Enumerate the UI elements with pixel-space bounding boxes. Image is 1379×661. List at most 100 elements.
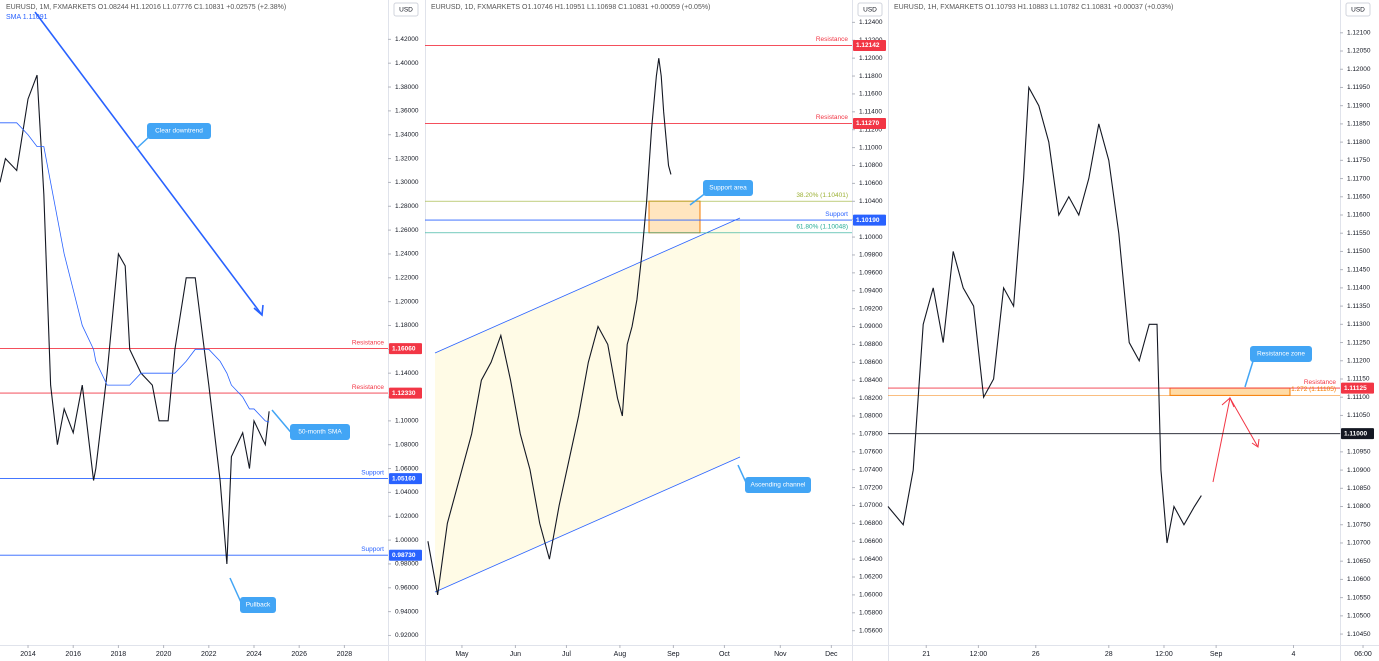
y-tick-label: 1.11050	[1347, 412, 1370, 419]
trend-arrow	[34, 11, 263, 316]
price-box-label: 1.05160	[392, 475, 416, 482]
x-tick-label: 06:00	[1354, 651, 1372, 658]
y-tick-label: 1.10600	[859, 180, 883, 187]
y-tick-label: 1.08200	[859, 395, 883, 402]
zone	[1169, 387, 1291, 396]
y-tick-label: 1.08000	[395, 441, 419, 448]
y-tick-label: 1.12400	[859, 19, 883, 26]
price-box	[853, 39, 886, 51]
price-box-label: 1.11000	[1344, 430, 1368, 437]
currency: USD	[1351, 7, 1365, 14]
y-tick-label: 1.10450	[1347, 631, 1371, 638]
x-tick-label: 26	[1032, 651, 1040, 658]
y-tick-label: 1.11200	[1347, 357, 1370, 364]
x-tick-label: Jun	[510, 651, 521, 658]
y-tick-label: 1.11700	[1347, 175, 1370, 182]
price-box	[389, 473, 422, 485]
price-box	[389, 343, 422, 355]
y-tick-label: 0.92000	[395, 632, 419, 639]
y-tick-label: 1.10950	[1347, 449, 1371, 456]
y-tick-label: 1.06800	[859, 520, 883, 527]
y-tick-label: 1.02000	[395, 513, 419, 520]
level-name: Support	[361, 469, 384, 476]
y-tick-label: 1.11800	[859, 73, 882, 80]
price-box	[1341, 382, 1374, 394]
callout-pointer	[1244, 357, 1255, 388]
level-name: Support	[825, 211, 848, 218]
y-tick-label: 1.10650	[1347, 558, 1371, 565]
price-box-label: 1.11125	[1344, 385, 1367, 392]
y-tick-label: 1.24000	[395, 251, 419, 258]
chart-header: EURUSD, 1D, FXMARKETS O1.10746 H1.10951 …	[431, 4, 710, 11]
x-tick-label: Sep	[667, 651, 680, 658]
y-tick-label: 1.42000	[395, 36, 419, 43]
y-tick-label: 1.12100	[1347, 30, 1371, 37]
y-tick-label: 1.30000	[395, 179, 419, 186]
currency-box	[1345, 2, 1371, 17]
y-tick-label: 1.07600	[859, 448, 883, 455]
x-tick-label: 28	[1105, 651, 1113, 658]
projection-arrow-head	[1251, 438, 1260, 448]
y-tick-label: 1.11350	[1347, 303, 1370, 310]
x-tick-label: 2016	[65, 651, 81, 658]
callout-label: Clear downtrend	[155, 128, 203, 135]
currency-box	[857, 2, 883, 17]
level-name: 38.20% (1.10401)	[796, 192, 848, 199]
y-tick-label: 1.10400	[859, 198, 883, 205]
currency: USD	[863, 7, 877, 14]
y-tick-label: 1.10900	[1347, 467, 1371, 474]
price-box-label: 1.11270	[856, 120, 880, 127]
price-line	[427, 58, 672, 596]
y-tick-label: 1.06600	[859, 538, 883, 545]
y-tick-label: 1.26000	[395, 227, 419, 234]
y-tick-label: 1.10000	[859, 234, 883, 241]
y-tick-label: 1.11600	[1347, 212, 1370, 219]
level-name: Resistance	[352, 339, 385, 346]
callout-label: Ascending channel	[751, 482, 806, 489]
x-tick-label: Aug	[614, 651, 627, 658]
channel-line	[434, 217, 741, 354]
y-tick-label: 1.11150	[1347, 376, 1370, 383]
y-tick-label: 1.12000	[1347, 66, 1371, 73]
y-tick-label: 0.96000	[395, 584, 419, 591]
y-tick-label: 1.11800	[1347, 139, 1370, 146]
y-tick-label: 1.09800	[859, 252, 883, 259]
y-tick-label: 1.11000	[859, 144, 882, 151]
level-name: Resistance	[1304, 379, 1337, 386]
trend-arrow-head	[253, 304, 264, 317]
y-tick-label: 1.36000	[395, 108, 419, 115]
callout-box	[290, 424, 350, 440]
callout-label: 50-month SMA	[298, 429, 342, 436]
y-tick-label: 1.09200	[859, 305, 883, 312]
callout-box	[703, 180, 753, 196]
y-tick-label: 1.11500	[1347, 248, 1370, 255]
y-tick-label: 1.08400	[859, 377, 883, 384]
y-tick-label: 1.08800	[859, 341, 883, 348]
y-tick-label: 1.32000	[395, 155, 419, 162]
y-tick-label: 1.08600	[859, 359, 883, 366]
y-tick-label: 1.11400	[1347, 285, 1370, 292]
y-tick-label: 1.11300	[1347, 321, 1370, 328]
callout-box	[745, 477, 811, 493]
sma-legend: SMA 1.11091	[6, 14, 48, 21]
y-tick-label: 1.10700	[1347, 540, 1371, 547]
y-tick-label: 1.07200	[859, 484, 883, 491]
y-tick-label: 1.06200	[859, 574, 883, 581]
x-tick-label: 2014	[20, 651, 36, 658]
y-tick-label: 1.10550	[1347, 594, 1371, 601]
callout-label: Resistance zone	[1257, 351, 1305, 358]
callout-box	[240, 597, 276, 613]
price-box-label: 0.98730	[392, 552, 416, 559]
y-tick-label: 1.28000	[395, 203, 419, 210]
y-tick-label: 1.07000	[859, 502, 883, 509]
price-box-label: 1.16060	[392, 345, 416, 352]
price-box-label: 1.12330	[392, 390, 416, 397]
y-tick-label: 0.98000	[395, 561, 419, 568]
x-tick-label: Nov	[774, 651, 787, 658]
y-tick-label: 1.10800	[859, 162, 883, 169]
projection-arrow-head	[1221, 397, 1235, 408]
y-tick-label: 1.11450	[1347, 266, 1370, 273]
y-tick-label: 1.04000	[395, 489, 419, 496]
level-name: 61.80% (1.10048)	[796, 223, 848, 230]
y-tick-label: 1.34000	[395, 131, 419, 138]
